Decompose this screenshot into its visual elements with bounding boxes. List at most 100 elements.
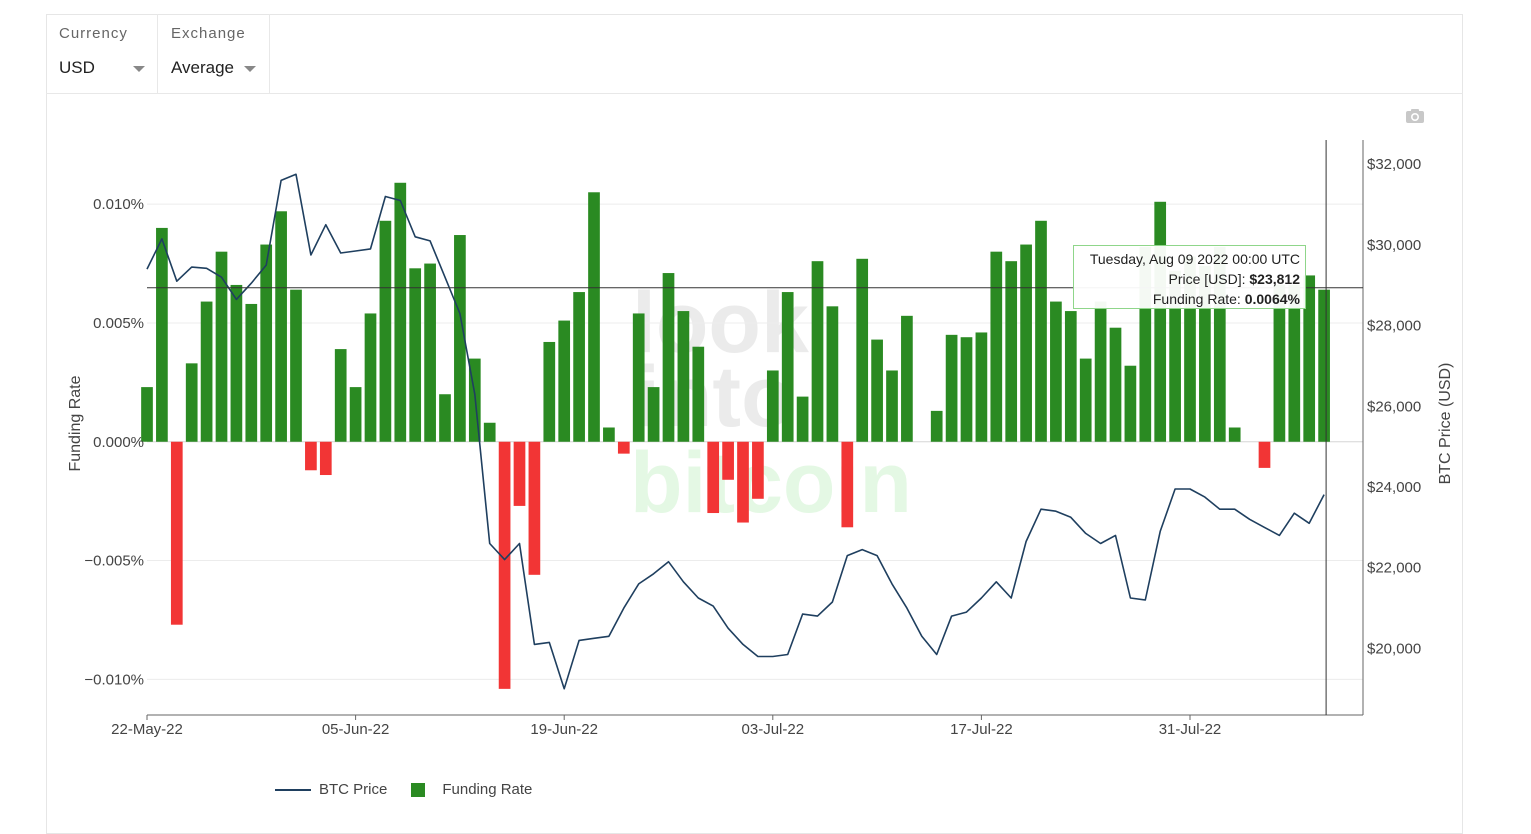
funding-rate-bar: [305, 441, 317, 471]
chevron-down-icon[interactable]: [244, 66, 256, 72]
exchange-select[interactable]: Exchange Average: [158, 14, 270, 93]
funding-rate-bar: [960, 337, 973, 442]
exchange-label: Exchange: [171, 25, 246, 42]
funding-rate-bar: [1288, 284, 1301, 442]
y-tick-label: 0.010%: [93, 196, 144, 213]
x-tick-label: 03-Jul-22: [742, 721, 805, 738]
funding-rate-bar: [1258, 441, 1271, 468]
currency-value[interactable]: USD: [59, 58, 95, 77]
funding-rate-bar: [722, 441, 734, 480]
funding-rate-bar: [454, 235, 466, 442]
funding-rate-bar: [1154, 201, 1167, 442]
funding-rate-bar: [826, 306, 839, 442]
funding-rate-bar: [1169, 270, 1181, 442]
hover-tooltip: Tuesday, Aug 09 2022 00:00 UTC Price [US…: [1073, 245, 1306, 309]
funding-rate-bar: [677, 311, 690, 442]
funding-rate-bar: [1035, 220, 1047, 442]
y2-tick-label: $26,000: [1367, 398, 1421, 415]
funding-rate-bar: [543, 341, 556, 442]
y2-tick-label: $20,000: [1367, 640, 1421, 657]
y2-tick-label: $22,000: [1367, 560, 1421, 577]
y2-axis-title: BTC Price (USD): [1437, 363, 1454, 485]
y2-tick-label: $30,000: [1367, 237, 1421, 254]
x-tick-label: 19-Jun-22: [530, 721, 598, 738]
funding-rate-bar: [319, 441, 332, 476]
tooltip-rate-value: 0.0064%: [1244, 291, 1300, 307]
y-tick-label: −0.010%: [84, 671, 144, 688]
funding-rate-bar: [945, 334, 958, 442]
currency-label: Currency: [59, 25, 128, 42]
funding-rate-bar: [796, 396, 809, 442]
funding-rate-bar: [1109, 327, 1122, 442]
funding-rate-bar: [230, 284, 243, 442]
x-tick-label: 05-Jun-22: [322, 721, 390, 738]
tooltip-rate-row: Funding Rate: 0.0064%: [1078, 289, 1300, 309]
funding-rate-bar: [871, 339, 883, 442]
tooltip-rate-label: Funding Rate:: [1152, 291, 1241, 307]
funding-rate-bar: [290, 289, 302, 442]
legend-line-swatch[interactable]: [275, 788, 311, 791]
funding-rate-bar: [1273, 284, 1286, 442]
funding-rate-bar: [424, 263, 436, 442]
funding-rate-bar: [200, 301, 213, 442]
exchange-value[interactable]: Average: [171, 58, 235, 77]
funding-rate-chart: look into bitcoin 0.010%0.005%0.000%−0.0…: [67, 140, 1454, 738]
funding-rate-bar: [1213, 246, 1226, 442]
funding-rate-bar: [528, 441, 541, 575]
funding-rate-bar: [856, 258, 869, 442]
tooltip-price-label: Price [USD]:: [1168, 271, 1246, 287]
funding-rate-bar: [1199, 265, 1211, 442]
tooltip-price-value: $23,812: [1249, 271, 1300, 287]
funding-rate-bar: [275, 211, 287, 442]
funding-rate-bar: [1139, 246, 1152, 442]
funding-rate-bar: [603, 427, 615, 442]
funding-rate-bar: [215, 251, 228, 442]
funding-rate-bar: [588, 192, 600, 442]
currency-select[interactable]: Currency USD: [46, 14, 158, 93]
funding-rate-bar: [752, 441, 764, 499]
funding-rate-bar: [260, 244, 273, 442]
funding-rate-bar: [1079, 358, 1092, 442]
x-tick-label: 31-Jul-22: [1159, 721, 1222, 738]
chevron-down-icon[interactable]: [133, 66, 145, 72]
axes: 0.010% 0.005% 0.000% −0.005% −0.010% $32,000 $…: [67, 140, 1454, 738]
funding-rate-bar: [766, 370, 779, 442]
chart-legend: BTC Price Funding Rate: [275, 781, 532, 798]
funding-rate-bar: [364, 313, 377, 442]
y-axis-title: Funding Rate: [67, 375, 84, 471]
funding-rate-bar: [573, 292, 585, 442]
funding-rate-bar: [737, 441, 749, 523]
funding-rate-bar: [1094, 301, 1107, 442]
funding-rate-bar: [930, 410, 943, 442]
funding-rate-bar: [334, 349, 347, 442]
funding-rate-bar: [1020, 244, 1032, 442]
tooltip-price-row: Price [USD]: $23,812: [1078, 269, 1300, 289]
funding-rate-bar: [692, 346, 705, 442]
btc-price-series-line: [146, 173, 1325, 690]
funding-rate-bar: [498, 441, 511, 689]
legend-bar-swatch[interactable]: [411, 782, 426, 797]
funding-rate-bar: [409, 268, 422, 442]
funding-rate-bar: [156, 227, 168, 442]
funding-rate-bar: [632, 313, 645, 442]
y2-tick-label: $32,000: [1367, 156, 1421, 173]
funding-rate-bar: [1184, 256, 1196, 442]
funding-rate-bar: [349, 387, 362, 442]
funding-rate-bar: [901, 315, 913, 442]
funding-rate-bar: [170, 441, 183, 625]
funding-rate-bar: [1303, 275, 1316, 442]
funding-rate-bar: [1050, 301, 1062, 442]
legend-btc-price[interactable]: BTC Price: [319, 781, 388, 798]
funding-rate-bar: [1228, 427, 1241, 442]
funding-rate-bar: [707, 441, 720, 514]
funding-rate-bar: [975, 332, 988, 442]
funding-rate-bar: [1318, 289, 1330, 442]
funding-rate-bar: [141, 387, 153, 442]
funding-rate-bar: [558, 320, 571, 442]
x-tick-label: 22-May-22: [111, 721, 183, 738]
camera-icon[interactable]: [1405, 108, 1425, 124]
funding-rate-bar: [990, 251, 1003, 442]
funding-rate-bar: [886, 370, 898, 442]
funding-rate-bar: [483, 422, 496, 442]
legend-funding-rate[interactable]: Funding Rate: [442, 781, 533, 798]
